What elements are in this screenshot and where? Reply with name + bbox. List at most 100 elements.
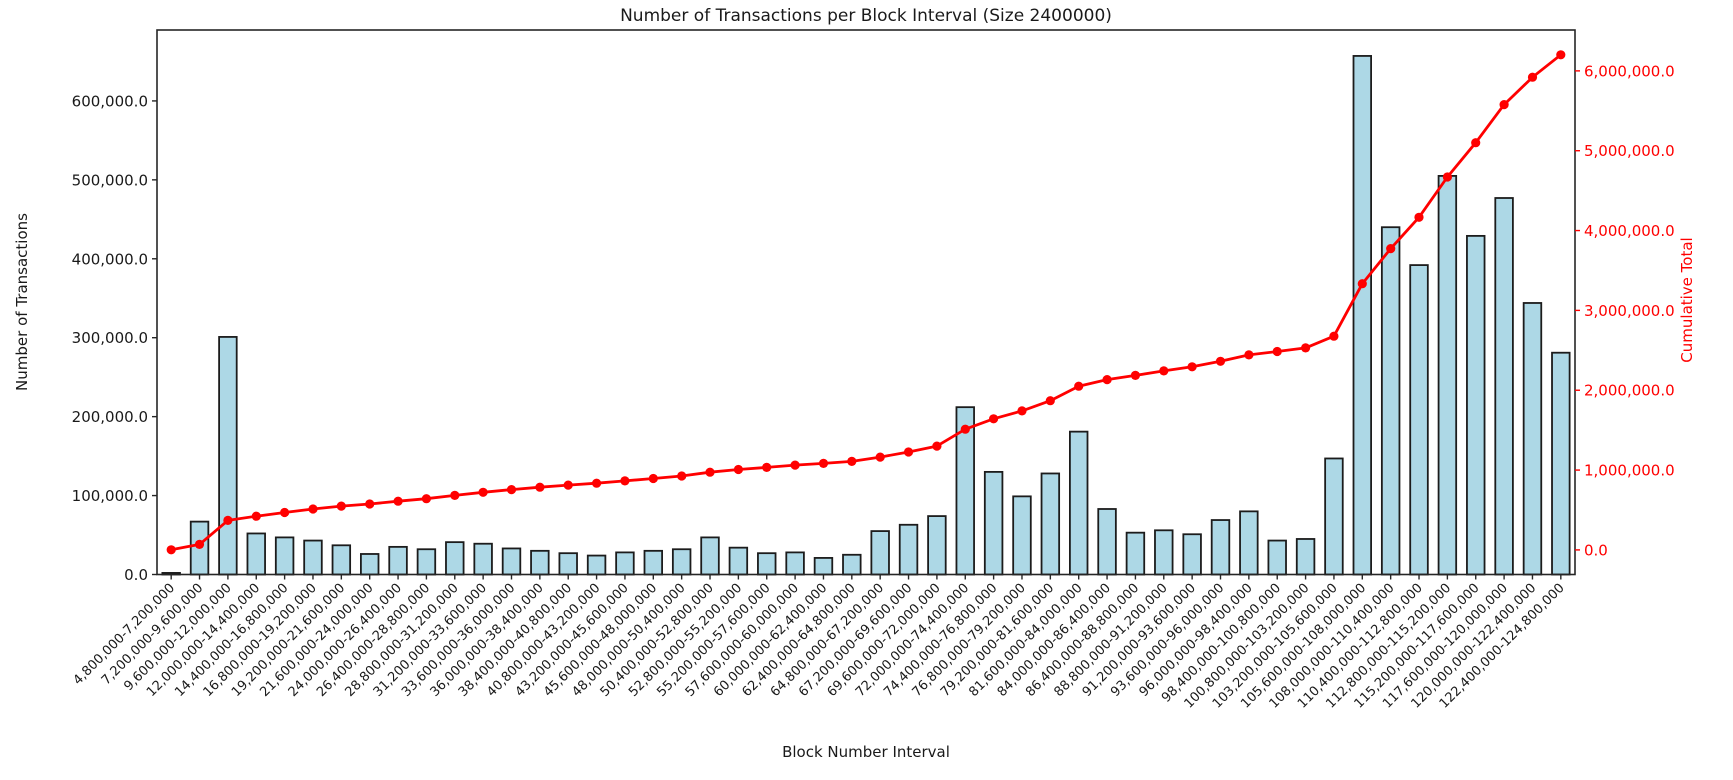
bar xyxy=(331,544,352,576)
bar xyxy=(1409,264,1429,576)
bar xyxy=(558,552,578,576)
y-tick-label-left: 600,000.0 xyxy=(72,92,148,110)
data-point-dot xyxy=(1017,406,1027,416)
bar xyxy=(898,523,919,576)
bar xyxy=(1466,234,1486,576)
bar xyxy=(501,547,522,576)
y-tick-label-right: 6,000,000.0 xyxy=(1584,62,1675,80)
bar xyxy=(842,553,862,576)
bar xyxy=(388,545,408,576)
y-tick-label-right: 2,000,000.0 xyxy=(1584,382,1675,400)
bar xyxy=(1012,495,1032,576)
data-point-dot xyxy=(1329,331,1339,341)
data-point-dot xyxy=(733,464,744,475)
data-point-dot xyxy=(818,458,829,468)
bar xyxy=(1324,457,1344,576)
data-point-dot xyxy=(563,480,573,490)
bar xyxy=(1125,531,1146,576)
bar xyxy=(445,541,465,576)
y-tick-label-right: 0.0 xyxy=(1584,541,1608,559)
data-point-dot xyxy=(1045,396,1055,406)
data-point-dot xyxy=(535,482,545,492)
bar xyxy=(1522,302,1543,576)
data-point-dot xyxy=(251,511,261,521)
y-axis-label-right: Cumulative Total xyxy=(1678,237,1696,362)
data-point-dot xyxy=(506,485,517,495)
data-point-dot xyxy=(989,414,999,424)
data-point-dot xyxy=(365,499,375,509)
data-point-dot xyxy=(1527,72,1538,82)
data-point-dot xyxy=(1471,138,1481,148)
data-point-dot xyxy=(790,460,800,470)
bar xyxy=(1352,55,1373,576)
bar xyxy=(359,553,380,576)
bar xyxy=(416,548,437,576)
bar xyxy=(813,557,834,576)
bar xyxy=(615,551,635,576)
data-point-dot xyxy=(677,471,687,481)
data-point-dot xyxy=(705,467,715,477)
data-point-dot xyxy=(960,424,970,434)
bar xyxy=(643,549,664,576)
bar xyxy=(1154,529,1174,576)
cumulative-line xyxy=(170,53,1562,552)
bar xyxy=(785,551,805,576)
data-point-dot xyxy=(1159,366,1169,376)
bar xyxy=(1267,539,1287,576)
data-point-dot xyxy=(166,545,176,555)
data-point-dot xyxy=(1442,172,1452,182)
y-tick-label-left: 300,000.0 xyxy=(72,329,148,347)
data-point-dot xyxy=(1102,375,1112,385)
y-tick-label-left: 500,000.0 xyxy=(72,171,148,189)
bars-series xyxy=(161,55,1571,576)
data-point-dot xyxy=(847,456,857,466)
y-tick-label-left: 0.0 xyxy=(124,566,148,584)
axes: 0.0 100,000.0 200,000.0 300,000.0 400,000.0 5… xyxy=(71,29,1675,712)
data-point-dot xyxy=(875,452,885,462)
data-point-dot xyxy=(903,447,914,457)
data-point-dot xyxy=(1272,346,1282,357)
data-point-dot xyxy=(393,496,403,506)
bar xyxy=(274,536,295,576)
bar xyxy=(1182,533,1202,576)
data-point-dot xyxy=(308,504,318,514)
data-point-dot xyxy=(1357,279,1367,289)
bar xyxy=(246,532,266,576)
data-point-dot xyxy=(421,494,431,504)
y-tick-label-left: 400,000.0 xyxy=(72,250,148,268)
bar xyxy=(473,542,493,576)
y-tick-label-left: 100,000.0 xyxy=(72,487,148,505)
bar xyxy=(1239,510,1259,576)
data-point-dot xyxy=(762,462,772,472)
cumulative-line-series xyxy=(166,50,1566,555)
data-point-dot xyxy=(1187,362,1197,372)
bar xyxy=(1551,351,1571,576)
data-point-dot xyxy=(194,539,205,550)
data-point-dot xyxy=(1244,350,1254,360)
data-point-dot xyxy=(932,441,942,451)
bar xyxy=(1069,430,1089,576)
data-point-dot xyxy=(1499,100,1509,110)
y-tick-label-right: 3,000,000.0 xyxy=(1584,302,1675,320)
bar xyxy=(303,539,323,576)
y-axis-label-left: Number of Transactions xyxy=(13,213,31,391)
data-point-dot xyxy=(1215,356,1226,366)
plot-border xyxy=(156,29,1576,576)
bar xyxy=(218,336,238,576)
data-point-dot xyxy=(450,490,460,500)
bar xyxy=(1494,197,1514,576)
bar xyxy=(728,546,749,576)
bar xyxy=(757,552,777,576)
chart-title: Number of Transactions per Block Interva… xyxy=(620,6,1112,26)
data-point-dot xyxy=(1386,244,1396,254)
bar xyxy=(1040,472,1061,576)
y-tick-label-right: 4,000,000.0 xyxy=(1584,222,1675,240)
bar xyxy=(1210,519,1231,576)
data-point-dot xyxy=(592,478,602,488)
bar xyxy=(927,515,947,576)
bar xyxy=(983,470,1004,576)
bar xyxy=(1380,226,1401,576)
data-point-dot xyxy=(648,473,658,484)
bar xyxy=(530,549,550,576)
